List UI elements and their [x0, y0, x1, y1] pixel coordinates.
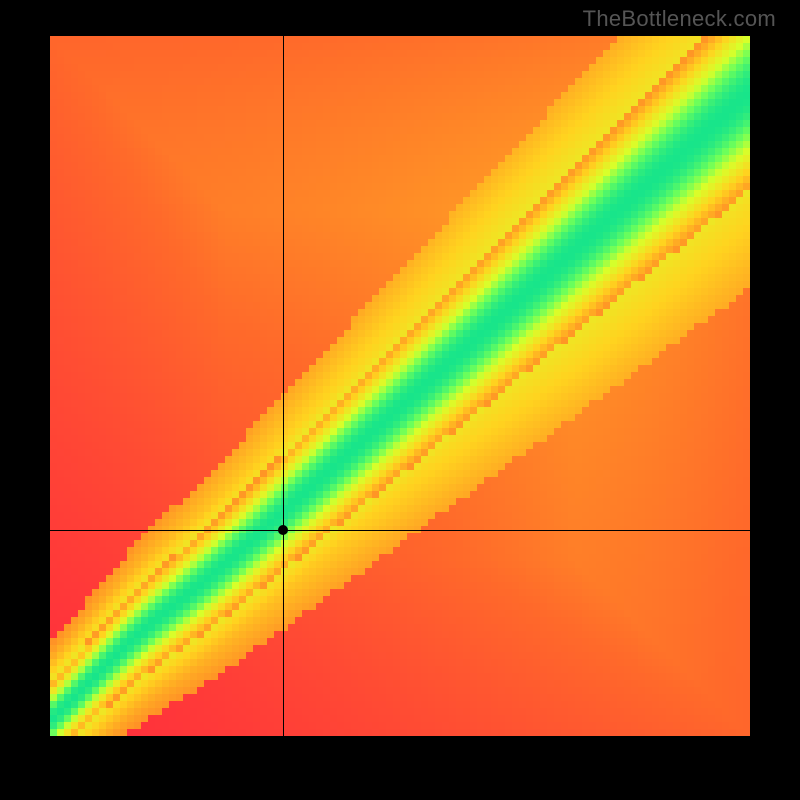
- plot-area: [50, 36, 750, 736]
- crosshair-horizontal: [50, 530, 750, 531]
- chart-container: TheBottleneck.com: [0, 0, 800, 800]
- watermark-text: TheBottleneck.com: [583, 6, 776, 32]
- crosshair-vertical: [283, 36, 284, 736]
- heatmap-canvas: [50, 36, 750, 736]
- crosshair-marker: [278, 525, 288, 535]
